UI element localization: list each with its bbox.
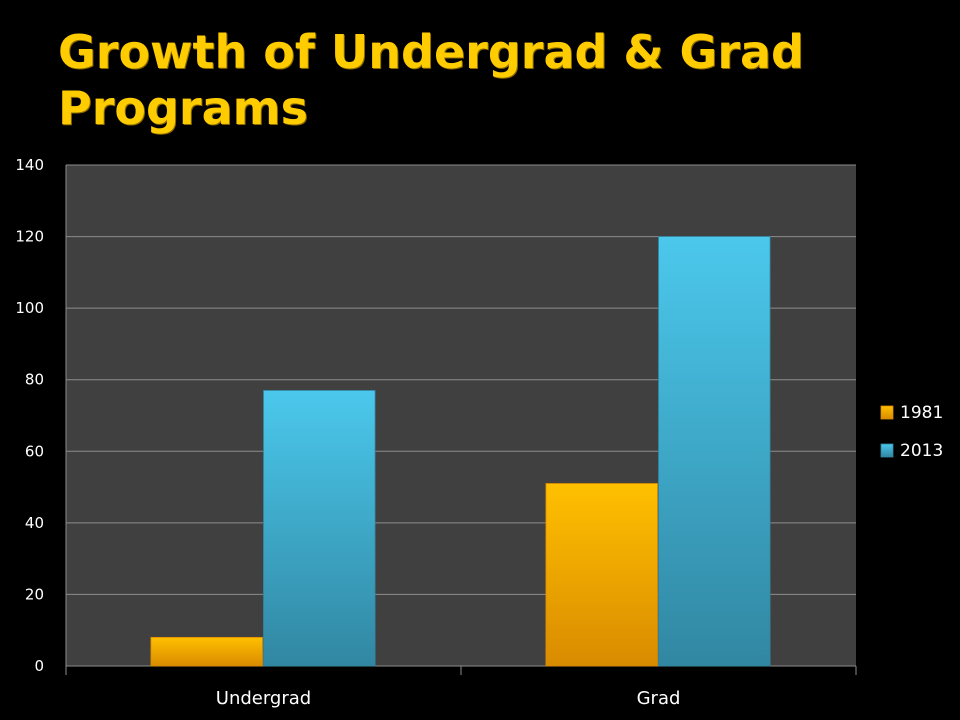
bar-1981-undergrad bbox=[150, 636, 263, 667]
legend-swatch-1981 bbox=[880, 405, 894, 420]
y-tick-label: 40 bbox=[25, 514, 44, 532]
y-tick-label: 140 bbox=[15, 156, 44, 174]
y-tick-label: 80 bbox=[25, 371, 44, 389]
y-tick-label: 60 bbox=[25, 442, 44, 460]
y-axis-tick-labels: 0 20 40 60 80 100 120 140 bbox=[15, 156, 44, 675]
legend-label-1981: 1981 bbox=[900, 403, 943, 423]
y-tick-label: 100 bbox=[15, 299, 44, 317]
bar-2013-undergrad bbox=[263, 390, 376, 667]
bars bbox=[150, 236, 771, 667]
x-category-label: Grad bbox=[637, 688, 681, 709]
y-tick-label: 20 bbox=[25, 585, 44, 603]
bar-2013-grad bbox=[658, 236, 771, 667]
legend-swatch-2013 bbox=[880, 443, 894, 458]
bar-1981-grad bbox=[545, 483, 658, 667]
x-category-label: Undergrad bbox=[216, 688, 311, 709]
x-axis-category-labels: Undergrad Grad bbox=[216, 688, 681, 709]
slide-title: Growth of Undergrad & Grad Programs bbox=[58, 25, 804, 135]
y-tick-label: 0 bbox=[34, 657, 44, 675]
legend: 1981 2013 bbox=[880, 403, 943, 461]
legend-label-2013: 2013 bbox=[900, 441, 943, 461]
y-tick-label: 120 bbox=[15, 228, 44, 246]
